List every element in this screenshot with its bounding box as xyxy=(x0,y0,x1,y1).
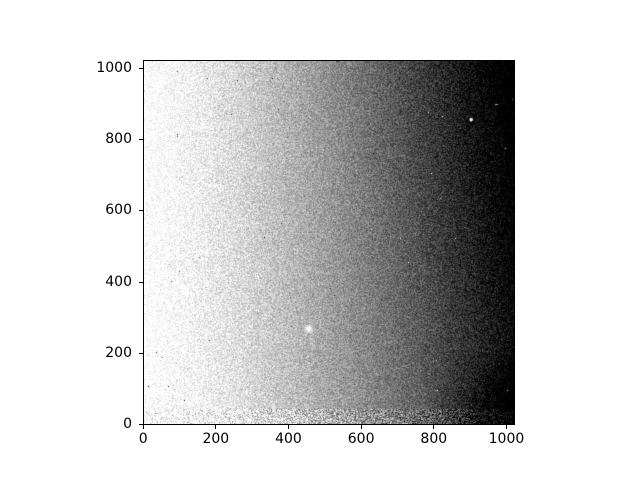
y-tick-mark xyxy=(139,139,143,141)
y-tick-label: 400 xyxy=(105,273,132,290)
x-tick-label: 800 xyxy=(420,431,448,447)
image-canvas xyxy=(144,61,514,424)
y-tick-label: 800 xyxy=(105,131,132,148)
y-tick-mark xyxy=(139,281,143,283)
y-tick-label: 1000 xyxy=(96,59,132,76)
y-tick-mark xyxy=(139,67,143,69)
x-tick-label: 200 xyxy=(202,431,230,447)
x-tick-mark xyxy=(360,425,362,429)
y-tick-label: 0 xyxy=(123,416,132,433)
y-tick-mark xyxy=(139,424,143,426)
x-tick-mark xyxy=(505,425,507,429)
y-tick-label: 200 xyxy=(105,345,132,362)
x-tick-mark xyxy=(433,425,435,429)
x-tick-mark xyxy=(287,425,289,429)
x-tick-mark xyxy=(215,425,217,429)
y-tick-mark xyxy=(139,353,143,355)
x-tick-label: 400 xyxy=(275,431,302,447)
x-tick-label: 600 xyxy=(347,431,375,447)
x-tick-label: 0 xyxy=(138,431,148,447)
plot-axes xyxy=(143,60,515,425)
x-tick-label: 1000 xyxy=(488,431,525,447)
y-tick-mark xyxy=(139,210,143,212)
y-tick-label: 600 xyxy=(105,202,132,219)
x-tick-mark xyxy=(142,425,144,429)
